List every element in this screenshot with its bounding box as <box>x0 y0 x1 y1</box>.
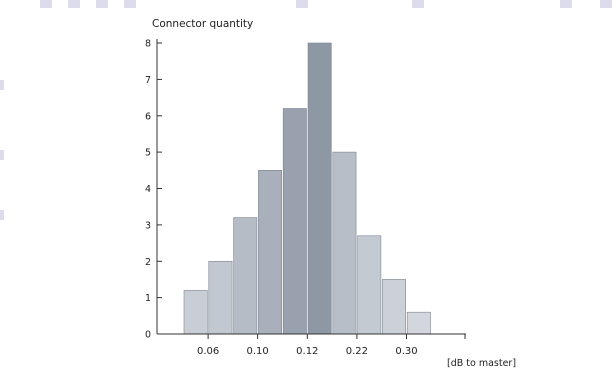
histogram-bar <box>282 108 307 335</box>
y-tick-label: 6 <box>145 111 151 122</box>
border-dash <box>96 0 108 8</box>
border-dash <box>296 0 308 8</box>
border-dash <box>412 0 424 8</box>
chart-title: Connector quantity <box>152 18 253 30</box>
border-dash <box>0 150 4 160</box>
border-dash <box>68 0 80 8</box>
histogram-bar <box>332 151 357 335</box>
histogram-bar <box>258 170 282 335</box>
histogram-bar <box>208 260 233 335</box>
histogram-bar <box>406 311 431 335</box>
x-tick-label: 0.30 <box>395 346 417 357</box>
histogram-bar <box>183 290 208 335</box>
border-dash <box>124 0 136 8</box>
x-tick-label: 0.22 <box>346 346 368 357</box>
x-axis-label: [dB to master] <box>447 358 516 369</box>
x-tick-label: 0.12 <box>296 346 318 357</box>
y-tick-label: 2 <box>145 257 151 268</box>
y-tick-label: 1 <box>145 293 151 304</box>
border-dash <box>0 210 4 220</box>
y-tick-label: 8 <box>145 39 151 50</box>
x-axis-ticks: 0.06 0.10 0.12 0.22 0.30 <box>197 334 466 357</box>
x-tick-label: 0.06 <box>197 346 219 357</box>
y-tick-label: 7 <box>145 75 151 86</box>
y-tick-label: 0 <box>145 330 151 341</box>
border-dash <box>600 0 612 8</box>
histogram-bar <box>382 279 406 335</box>
bars-group <box>183 42 431 335</box>
y-axis-ticks: 0 1 2 3 4 5 6 7 8 <box>145 39 162 341</box>
y-tick-label: 5 <box>145 148 151 159</box>
histogram-bar <box>357 235 382 335</box>
x-tick-label: 0.10 <box>246 346 268 357</box>
border-dash <box>0 80 4 90</box>
border-dash <box>560 0 572 8</box>
histogram-bar <box>233 217 258 335</box>
y-tick-label: 3 <box>145 220 151 231</box>
y-tick-label: 4 <box>145 184 151 195</box>
border-dash <box>40 0 52 8</box>
histogram-bar <box>307 42 332 335</box>
